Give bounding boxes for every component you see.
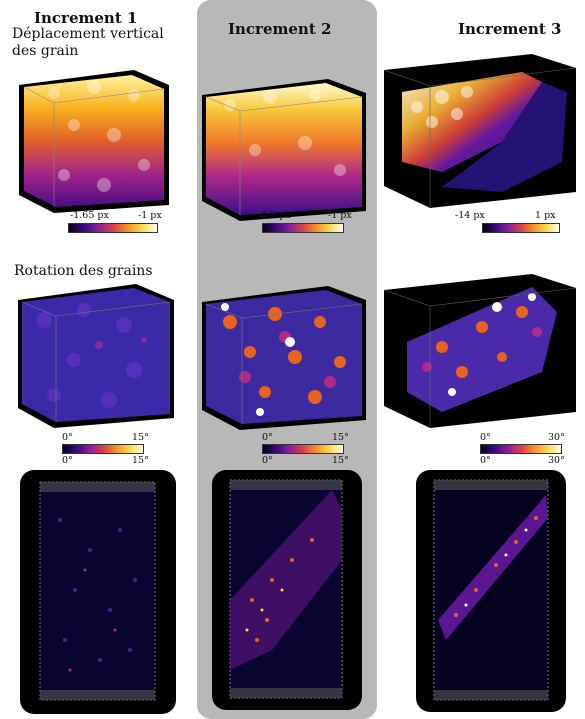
rot-cbar-2-max-top: 15° — [332, 432, 349, 443]
rotation-cube-2 — [202, 286, 366, 430]
disp-colorbar-3 — [482, 223, 560, 233]
rot-cbar-1-max-bottom: 15° — [132, 455, 149, 466]
rot-cbar-3-max-top: 30° — [548, 432, 565, 443]
rot-cbar-2-min-bottom: 0° — [262, 455, 273, 466]
disp-cbar-3-max: 1 px — [535, 210, 556, 221]
rot-cbar-1-max-top: 15° — [132, 432, 149, 443]
slice-image-3 — [433, 479, 549, 701]
increment-3-title: Increment 3 — [458, 20, 562, 38]
disp-cbar-1-min: -1.65 px — [70, 210, 109, 221]
rot-colorbar-1 — [62, 444, 144, 454]
rot-cbar-2-min-top: 0° — [262, 432, 273, 443]
slice-panel-3 — [416, 470, 566, 712]
increment-1-title: Increment 1 — [34, 9, 138, 27]
displacement-section-label: Déplacement vertical des grain — [12, 26, 164, 59]
rot-cbar-3-min-top: 0° — [480, 432, 491, 443]
rot-cbar-3-max-bottom: 30° — [548, 455, 565, 466]
disp-colorbar-2 — [262, 223, 344, 233]
rot-cbar-1-min-bottom: 0° — [62, 455, 73, 466]
rot-cbar-2-max-bottom: 15° — [332, 455, 349, 466]
rot-colorbar-3 — [480, 444, 562, 454]
slice-image-2 — [229, 479, 343, 699]
rot-cbar-3-min-bottom: 0° — [480, 455, 491, 466]
disp-cbar-2-max: -1 px — [328, 210, 352, 221]
slice-panel-1 — [20, 470, 176, 714]
increment-2-title: Increment 2 — [228, 20, 332, 38]
rotation-section-label: Rotation des grains — [14, 263, 153, 279]
rot-cbar-1-min-top: 0° — [62, 432, 73, 443]
slice-image-1 — [39, 481, 156, 701]
slice-panel-2 — [212, 470, 362, 710]
rotation-cube-3 — [383, 274, 577, 428]
disp-colorbar-1 — [68, 223, 158, 233]
displacement-cube-2 — [202, 79, 366, 221]
disp-cbar-1-max: -1 px — [138, 210, 162, 221]
disp-cbar-2-min: -8.5 px — [258, 210, 291, 221]
displacement-cube-3 — [383, 54, 577, 208]
displacement-cube-1 — [19, 70, 169, 213]
rotation-cube-1 — [18, 284, 174, 428]
disp-cbar-3-min: -14 px — [455, 210, 485, 221]
rot-colorbar-2 — [262, 444, 344, 454]
